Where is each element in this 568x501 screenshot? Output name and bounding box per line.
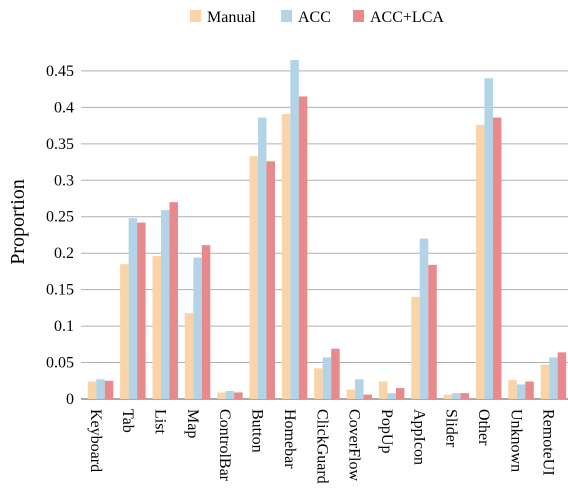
bar-acc-map <box>193 257 202 399</box>
bar-acc-lca-homebar <box>298 96 308 400</box>
bar-manual-clickguard <box>314 368 323 399</box>
bar-manual-slider <box>443 394 453 399</box>
bar-acc-tab <box>128 218 138 399</box>
y-tick-label: 0.45 <box>46 63 74 80</box>
bar-acc-lca-list <box>169 202 178 399</box>
bar-manual-map <box>184 312 194 399</box>
bar-manual-controlbar <box>217 392 226 399</box>
bar-acc-clickguard <box>322 357 332 399</box>
bar-acc-lca-controlbar <box>234 392 243 399</box>
x-tick-label: RemoteUI <box>540 409 557 476</box>
y-tick-label: 0.4 <box>54 99 74 116</box>
bar-acc-lca-other <box>492 117 502 399</box>
bar-acc-lca-map <box>201 245 211 399</box>
bar-acc-controlbar <box>225 390 235 399</box>
bar-acc-button <box>258 117 267 399</box>
bar-manual-unknown <box>508 380 517 399</box>
bar-acc-other <box>484 78 493 400</box>
x-tick-label: Unknown <box>507 409 524 472</box>
y-axis-title: Proportion <box>7 179 29 265</box>
bar-manual-other <box>475 124 485 399</box>
legend: Manual ACC ACC+LCA <box>190 9 444 26</box>
y-tick-label: 0.1 <box>54 318 74 335</box>
y-tick-label: 0 <box>66 391 74 408</box>
bar-manual-coverflow <box>346 389 356 399</box>
legend-label: ACC <box>298 9 331 26</box>
bar-acc-coverflow <box>355 379 364 399</box>
bar-acc-lca-slider <box>460 393 470 399</box>
x-tick-label: Slider <box>443 409 460 448</box>
bar-acc-list <box>160 210 170 399</box>
legend-swatch <box>281 10 292 22</box>
x-tick-label: Map <box>184 409 201 438</box>
bar-acc-lca-unknown <box>525 381 534 399</box>
bars <box>87 60 567 400</box>
bar-acc-lca-button <box>266 161 275 399</box>
y-tick-label: 0.05 <box>46 355 74 372</box>
y-tick-label: 0.2 <box>54 245 74 262</box>
bar-acc-lca-clickguard <box>331 348 340 399</box>
y-tick-label: 0.3 <box>54 172 74 189</box>
x-tick-label: List <box>152 409 169 434</box>
x-tick-label: CoverFlow <box>346 409 363 481</box>
bar-acc-lca-coverflow <box>363 394 373 399</box>
bar-manual-tab <box>120 264 129 399</box>
x-tick-label: ControlBar <box>216 409 233 482</box>
bar-acc-homebar <box>290 60 299 399</box>
bar-acc-keyboard <box>96 379 105 399</box>
legend-label: Manual <box>207 9 256 26</box>
x-tick-label: Keyboard <box>87 409 104 472</box>
bar-acc-popup <box>387 393 396 399</box>
bar-manual-button <box>249 156 258 399</box>
legend-swatch <box>190 10 201 22</box>
x-tick-label: PopUp <box>378 409 395 453</box>
bar-manual-remoteui <box>540 364 550 399</box>
x-tick-label: Tab <box>119 409 136 433</box>
y-axis-ticks: 0 0.05 0.1 0.15 0.2 0.25 0.3 0.35 0.4 0.45 <box>46 63 74 408</box>
bar-acc-lca-appicon <box>428 264 437 399</box>
x-tick-label: Other <box>475 409 492 446</box>
y-tick-label: 0.25 <box>46 209 74 226</box>
bar-acc-lca-popup <box>395 388 405 399</box>
y-tick-label: 0.15 <box>46 282 74 299</box>
bar-acc-slider <box>452 393 461 399</box>
bar-acc-lca-tab <box>137 222 146 399</box>
x-tick-label: Homebar <box>281 409 298 469</box>
bar-manual-list <box>152 256 161 399</box>
bar-acc-lca-remoteui <box>557 352 567 399</box>
bar-manual-appicon <box>411 296 420 399</box>
y-tick-label: 0.35 <box>46 136 74 153</box>
bar-acc-remoteui <box>549 357 558 399</box>
x-axis-ticks: Keyboard Tab List Map ControlBar Button Homeba… <box>87 409 557 484</box>
bar-acc-unknown <box>516 384 526 399</box>
x-tick-label: Button <box>249 409 266 453</box>
bar-manual-keyboard <box>87 381 97 399</box>
bar-acc-appicon <box>419 238 429 399</box>
x-tick-label: AppIcon <box>410 409 427 465</box>
bar-manual-popup <box>378 381 388 399</box>
legend-swatch <box>353 10 364 22</box>
x-tick-label: ClickGuard <box>313 409 330 484</box>
legend-label: ACC+LCA <box>370 9 444 26</box>
bar-manual-homebar <box>281 113 291 399</box>
bar-acc-lca-keyboard <box>104 380 114 399</box>
